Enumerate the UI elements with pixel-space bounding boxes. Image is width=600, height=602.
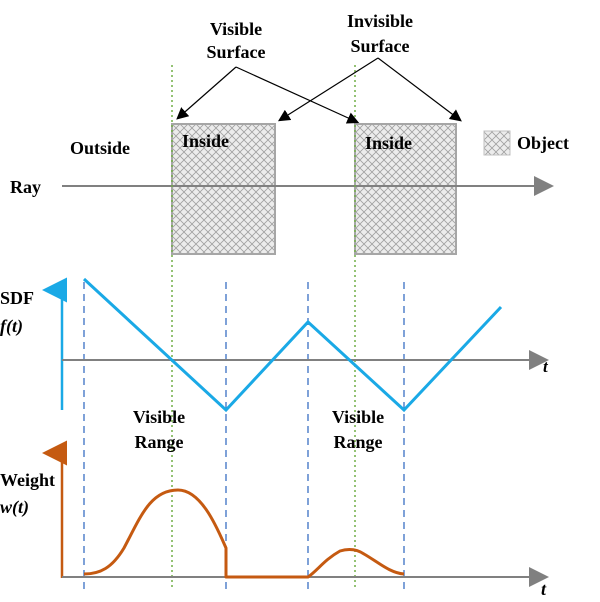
visible-arrow-left: [176, 66, 237, 120]
visible-surface-label-line1: Visible: [210, 19, 262, 39]
sdf-ylabel-line1: SDF: [0, 288, 34, 308]
visible-range-2-line2: Range: [334, 432, 383, 452]
invisible-arrow-left: [277, 57, 379, 122]
weight-curve: [83, 488, 405, 579]
object-legend-label: Object: [517, 133, 569, 153]
sdf-xlabel: t: [543, 357, 549, 376]
object-box-2: [354, 123, 457, 255]
outside-label: Outside: [70, 138, 130, 158]
weight-ylabel-line2: w(t): [0, 497, 29, 518]
visible-surface-label-line2: Surface: [207, 42, 266, 62]
sdf-curve: [82, 277, 503, 413]
visible-arrow-right: [235, 66, 360, 124]
invisible-arrow-right: [377, 57, 462, 122]
invisible-surface-label-line1: Invisible: [347, 11, 413, 31]
inside-label-2: Inside: [365, 133, 412, 153]
object-box-1: [171, 123, 276, 255]
invisible-surface-label-line2: Surface: [351, 36, 410, 56]
object-legend-swatch: [483, 130, 511, 156]
weight-xlabel: t: [541, 579, 547, 599]
inside-label-1: Inside: [182, 131, 229, 151]
visible-range-1-line1: Visible: [133, 407, 185, 427]
visible-range-1-line2: Range: [135, 432, 184, 452]
visible-range-2-line1: Visible: [332, 407, 384, 427]
ray-label: Ray: [10, 177, 41, 197]
sdf-ylabel-line2: f(t): [0, 316, 23, 337]
weight-ylabel-line1: Weight: [0, 470, 55, 490]
